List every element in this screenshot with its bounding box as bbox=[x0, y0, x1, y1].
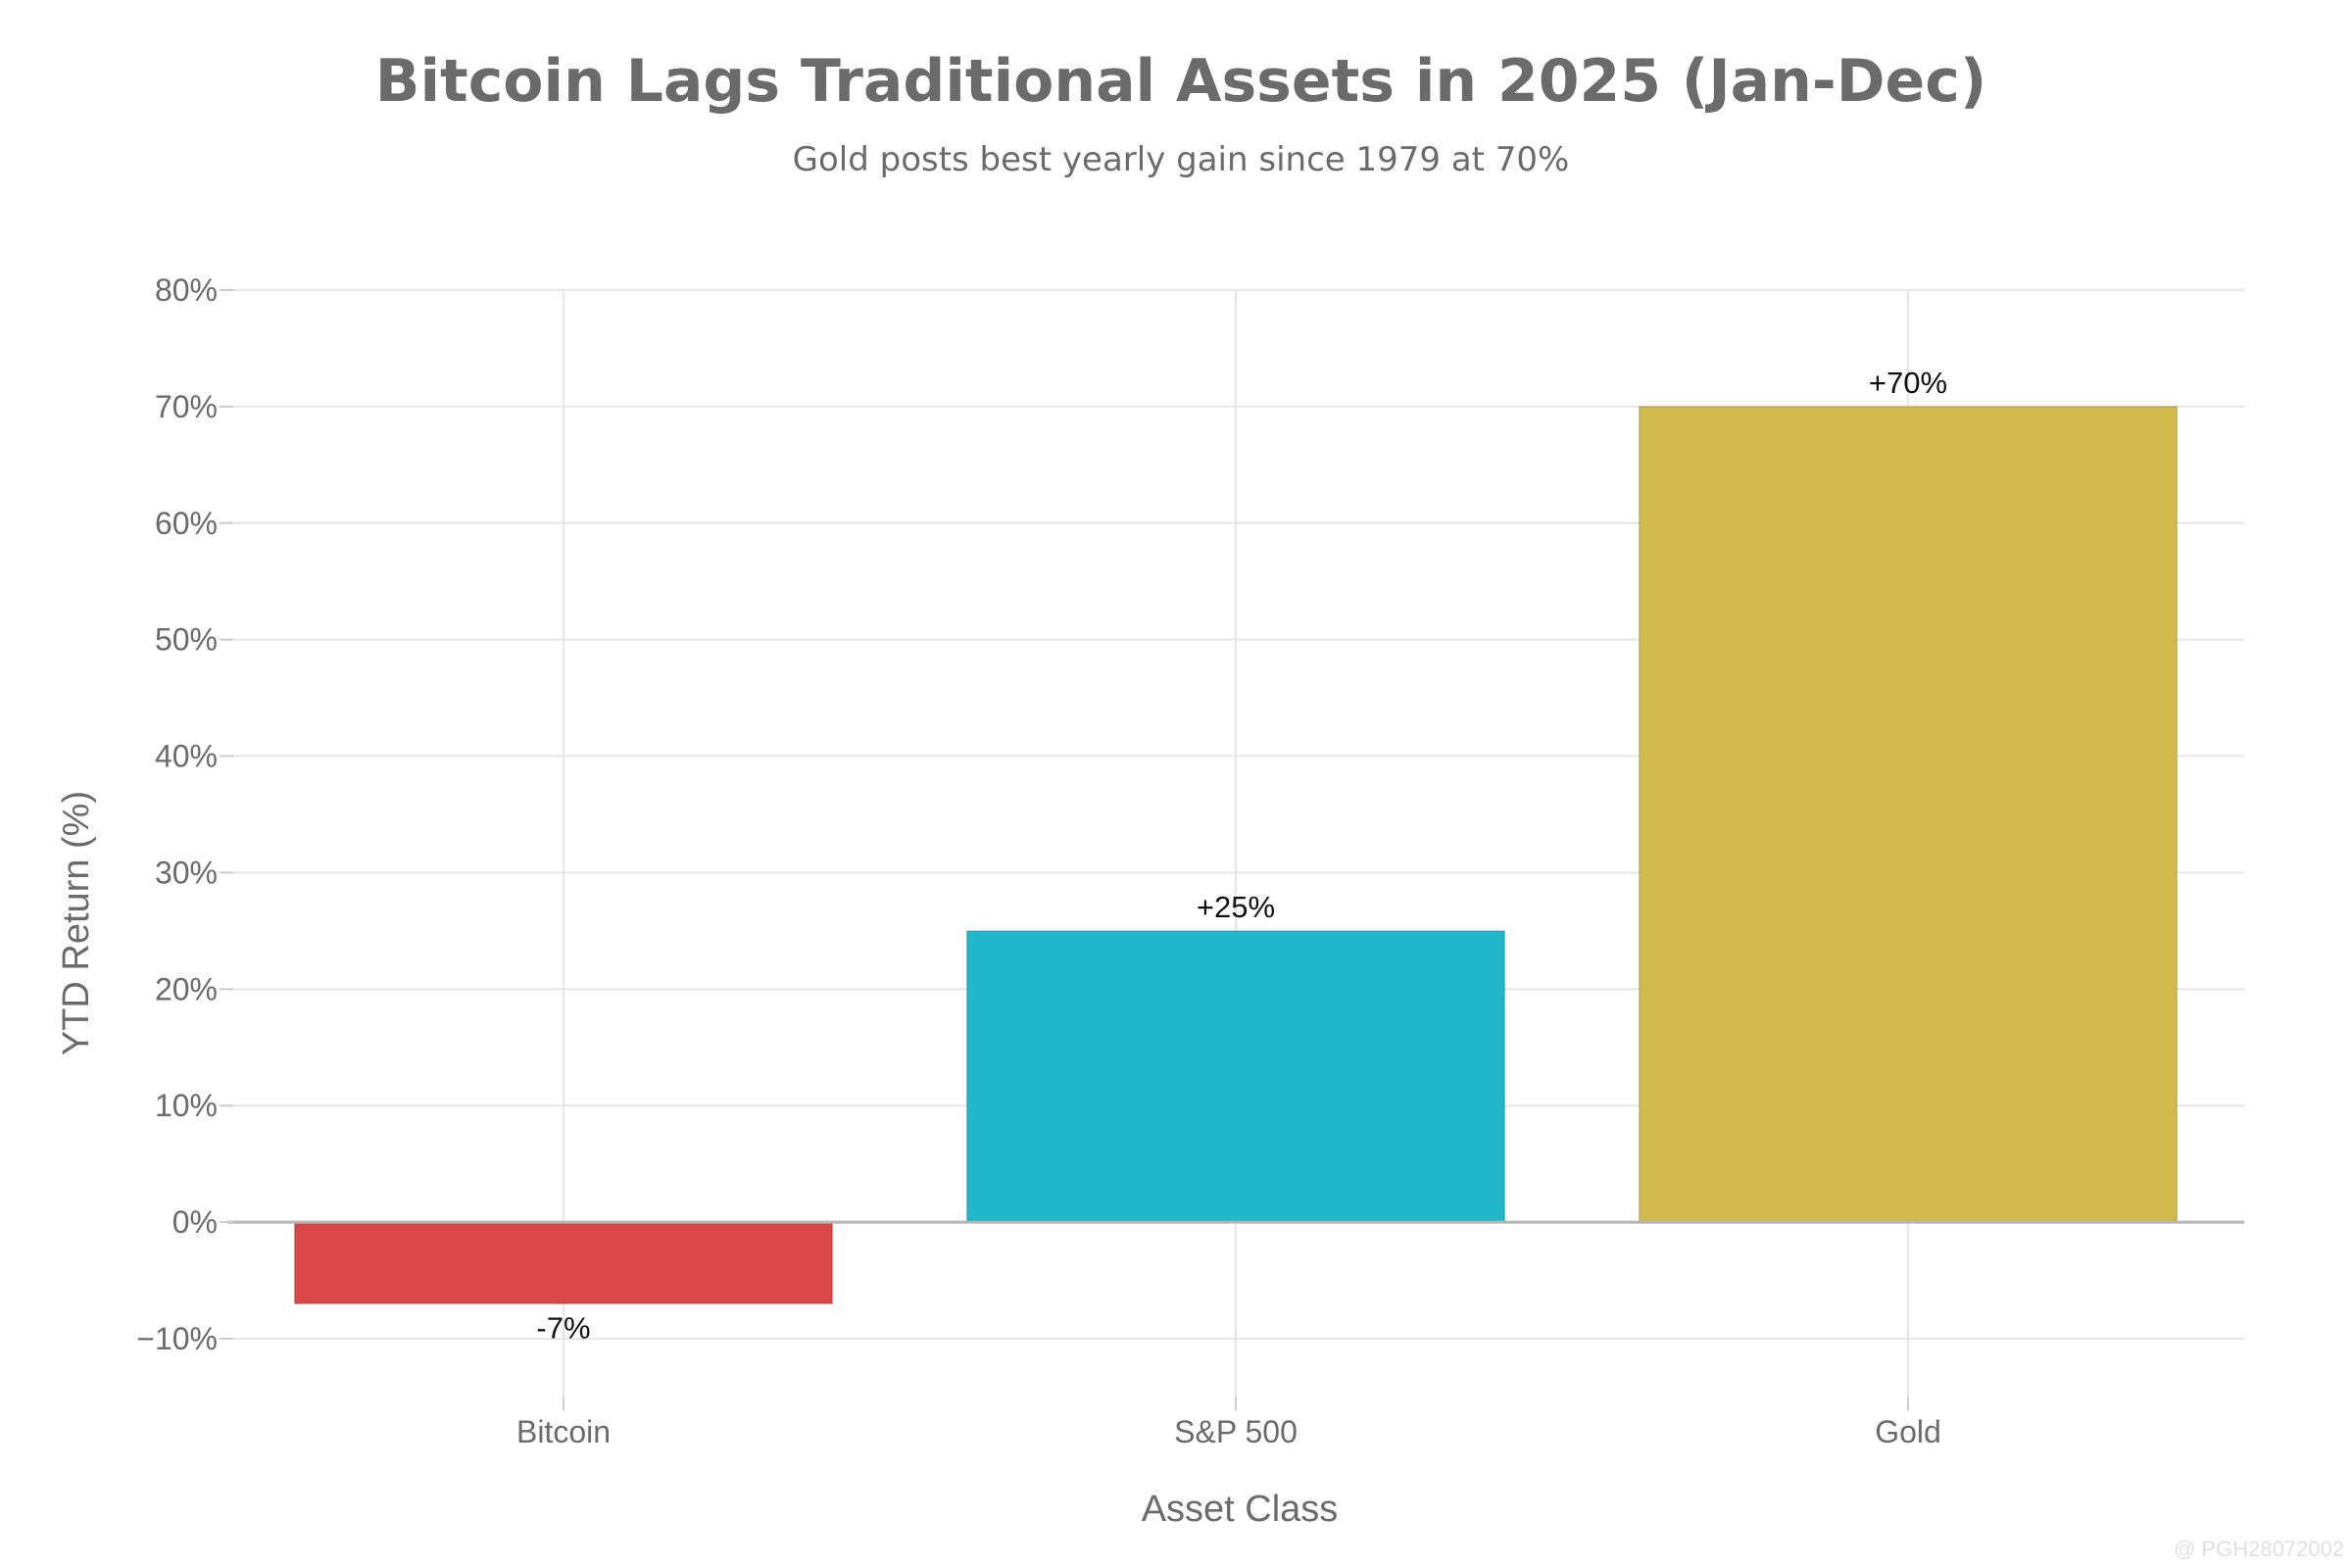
y-tick-label: 40% bbox=[155, 739, 218, 774]
bar bbox=[293, 1221, 834, 1305]
chart-title: Bitcoin Lags Traditional Assets in 2025 … bbox=[375, 47, 1987, 116]
data-labels: -7% +25% +70% bbox=[536, 366, 1947, 1345]
chart-subtitle: Gold posts best yearly gain since 1979 a… bbox=[793, 140, 1570, 179]
y-tick-label: −10% bbox=[136, 1321, 218, 1356]
y-tick-label: 30% bbox=[155, 855, 218, 890]
x-tick-label: S&P 500 bbox=[1174, 1414, 1298, 1449]
data-label: +25% bbox=[1197, 890, 1275, 924]
x-tick-label: Gold bbox=[1875, 1414, 1941, 1449]
y-tick-label: 0% bbox=[172, 1204, 218, 1240]
y-axis-ticks: 80% 70% 60% 50% 40% 30% 20% 10% 0% −10% bbox=[136, 272, 233, 1356]
x-axis-title: Asset Class bbox=[1142, 1489, 1339, 1530]
bar bbox=[965, 930, 1506, 1223]
y-tick-label: 20% bbox=[155, 971, 218, 1006]
y-tick-label: 70% bbox=[155, 389, 218, 424]
bars bbox=[293, 406, 2179, 1305]
data-label: -7% bbox=[536, 1310, 590, 1345]
y-tick-label: 60% bbox=[155, 506, 218, 541]
x-axis-ticks: Bitcoin S&P 500 Gold bbox=[516, 1396, 1941, 1449]
y-tick-label: 10% bbox=[155, 1088, 218, 1123]
watermark-text: @ PGH28072002 bbox=[2174, 1537, 2344, 1561]
bar bbox=[1638, 406, 2179, 1223]
x-tick-label: Bitcoin bbox=[516, 1414, 611, 1449]
data-label: +70% bbox=[1869, 366, 1947, 400]
y-axis-title: YTD Return (%) bbox=[56, 791, 97, 1055]
y-tick-label: 50% bbox=[155, 622, 218, 658]
y-tick-label: 80% bbox=[155, 272, 218, 308]
